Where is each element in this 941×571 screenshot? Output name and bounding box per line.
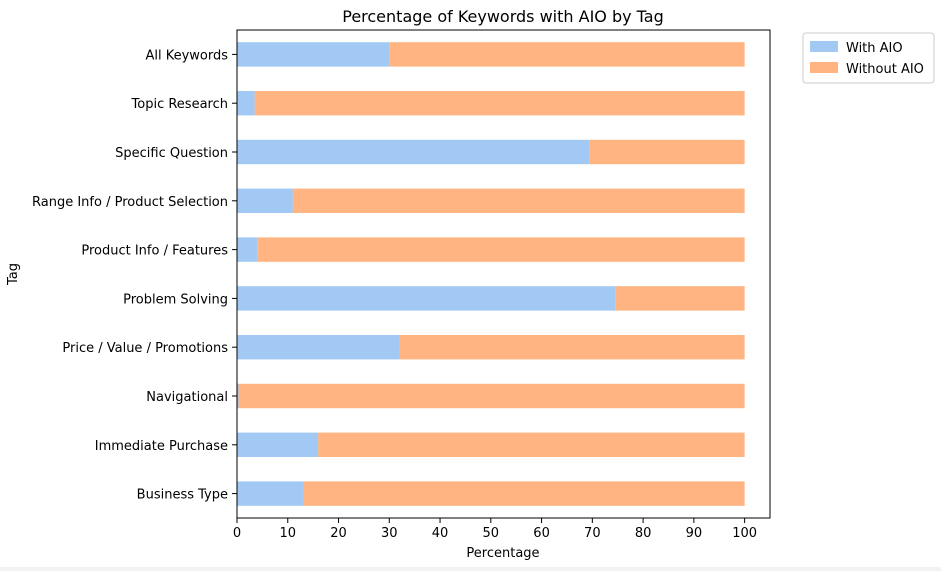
y-tick-label: Immediate Purchase bbox=[95, 439, 228, 454]
bar-with-aio bbox=[237, 188, 293, 213]
y-tick-label: All Keywords bbox=[145, 48, 228, 63]
plot-frame bbox=[236, 29, 771, 519]
y-tick-label: Problem Solving bbox=[123, 292, 228, 307]
bar-without-aio bbox=[589, 139, 745, 165]
bar-with-aio bbox=[237, 42, 390, 67]
y-tick-label: Topic Research bbox=[131, 97, 228, 112]
bar-without-aio bbox=[292, 188, 745, 213]
y-tick-label: Product Info / Features bbox=[81, 244, 228, 259]
y-tick-label: Navigational bbox=[146, 390, 228, 405]
chart-title: Percentage of Keywords with AIO by Tag bbox=[342, 7, 664, 26]
bars-layer bbox=[237, 42, 745, 506]
bar-with-aio bbox=[237, 432, 319, 457]
x-axis-label: Percentage bbox=[466, 546, 539, 561]
bar-without-aio bbox=[238, 383, 745, 409]
bottom-strip bbox=[0, 567, 941, 571]
x-tick-label: 50 bbox=[483, 526, 500, 541]
y-tick-label: Business Type bbox=[137, 488, 228, 503]
axes-layer: 0 10 20 30 40 50 60 70 80 90 100 All Keywords Topic … bbox=[32, 29, 771, 541]
bar-with-aio bbox=[237, 383, 239, 409]
legend-swatch bbox=[810, 62, 838, 73]
legend-label: Without AIO bbox=[846, 62, 924, 77]
bar-without-aio bbox=[302, 481, 745, 506]
bar-without-aio bbox=[389, 42, 745, 67]
bar-with-aio bbox=[237, 481, 303, 506]
bar-without-aio bbox=[257, 237, 745, 262]
legend: With AIO Without AIO bbox=[802, 32, 935, 84]
bar-with-aio bbox=[237, 237, 258, 262]
x-tick-label: 20 bbox=[330, 526, 347, 541]
y-tick-label: Specific Question bbox=[115, 146, 228, 161]
bar-without-aio bbox=[615, 286, 745, 311]
x-tick-label: 70 bbox=[584, 526, 601, 541]
x-tick-label: 40 bbox=[432, 526, 449, 541]
x-tick-label: 10 bbox=[279, 526, 296, 541]
bar-with-aio bbox=[237, 286, 616, 311]
y-axis-label: Tag bbox=[6, 263, 21, 286]
x-tick-label: 60 bbox=[533, 526, 550, 541]
bar-with-aio bbox=[237, 139, 590, 165]
y-tick-label: Range Info / Product Selection bbox=[32, 195, 228, 210]
bar-with-aio bbox=[237, 335, 400, 360]
x-tick-label: 90 bbox=[686, 526, 703, 541]
x-tick-label: 0 bbox=[233, 526, 241, 541]
x-tick-label: 80 bbox=[635, 526, 652, 541]
bar-without-aio bbox=[318, 432, 745, 457]
bar-without-aio bbox=[399, 335, 745, 360]
bar-without-aio bbox=[254, 91, 745, 116]
bar-with-aio bbox=[237, 91, 255, 116]
x-tick-label: 100 bbox=[732, 526, 757, 541]
y-tick-label: Price / Value / Promotions bbox=[62, 341, 228, 356]
legend-label: With AIO bbox=[846, 41, 903, 56]
legend-swatch bbox=[810, 41, 838, 52]
x-tick-label: 30 bbox=[381, 526, 398, 541]
